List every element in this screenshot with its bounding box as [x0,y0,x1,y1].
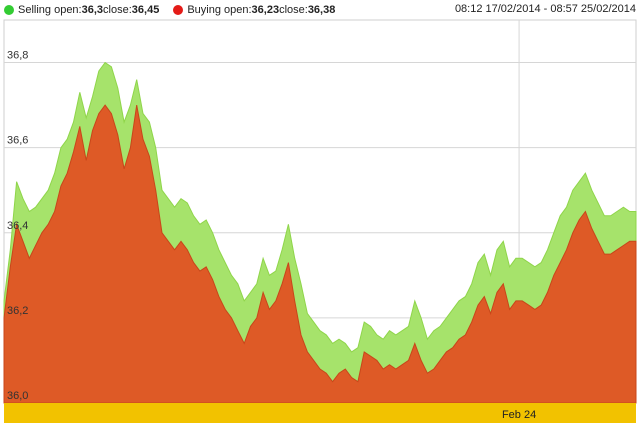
time-navigator-bar[interactable] [4,403,636,423]
selling-close-value: 36,45 [131,4,160,16]
selling-open-value: 36,3 [81,4,104,16]
series-area-buying [3,104,637,404]
selling-prefix: Selling open: [18,4,82,16]
x-tick-label: Feb 24 [502,409,536,421]
buying-prefix: Buying open: [187,4,252,16]
buying-close-prefix: close: [279,4,308,16]
date-range: 08:12 17/02/2014 - 08:57 25/02/2014 [454,3,636,15]
y-tick-label: 36,4 [7,220,28,232]
y-axis-labels: 36,0 36,2 36,4 36,6 36,8 [7,50,28,402]
y-tick-label: 36,8 [7,50,28,62]
buying-dot-icon [173,5,184,15]
y-tick-label: 36,6 [7,135,28,147]
y-tick-label: 36,2 [7,305,28,317]
area-series [3,61,637,404]
buying-open-value: 36,23 [251,4,280,16]
x-axis-labels: Feb 24 [502,409,536,421]
buying-close-value: 36,38 [307,4,336,16]
legend-selling[interactable]: Selling open: 36,3 close: 36,45 [4,4,159,16]
legend-buying[interactable]: Buying open: 36,23 close: 36,38 [173,4,335,16]
selling-close-prefix: close: [103,4,132,16]
selling-dot-icon [4,5,14,15]
legend-bar: Selling open: 36,3 close: 36,45 Buying ope… [0,0,640,20]
y-tick-label: 36,0 [7,390,28,402]
